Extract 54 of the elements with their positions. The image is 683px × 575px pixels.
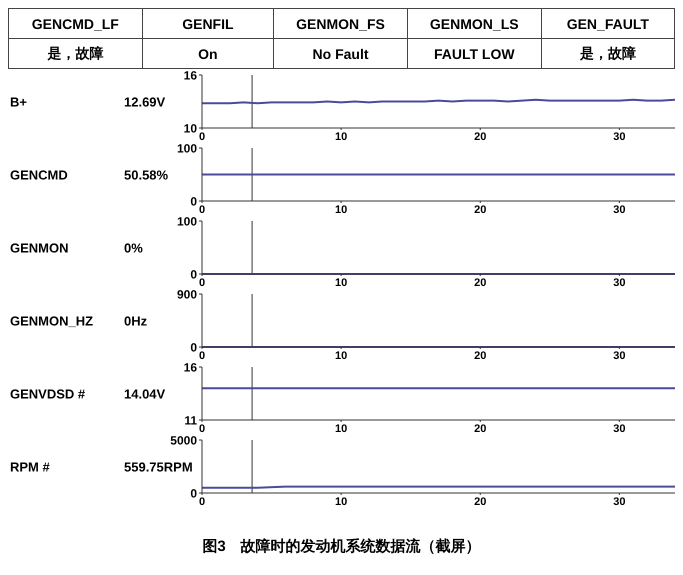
x-tick-label: 20 — [474, 496, 486, 508]
x-tick-label: 0 — [198, 276, 206, 289]
y-axis-title: GENCMD — [10, 168, 68, 182]
x-tick-label: 30 — [613, 130, 626, 143]
y-tick-label: 100 — [176, 214, 198, 228]
x-tick-label: 10 — [334, 496, 348, 508]
x-tick-label: 30 — [613, 496, 626, 508]
text: 12.69V — [124, 94, 166, 110]
x-tick-label: 10 — [334, 422, 348, 435]
x-tick-label: 0 — [198, 422, 206, 435]
x-tick-label: 20 — [474, 130, 486, 143]
text: GENFIL — [142, 8, 274, 38]
y-axis-title: GENMON_HZ — [10, 314, 94, 328]
y-axis-title: GENMON — [10, 240, 68, 256]
y-tick-label: 900 — [176, 287, 198, 302]
text: 14.04V — [124, 386, 166, 402]
x-tick-label: 0 — [198, 130, 206, 143]
x-tick-label: 20 — [474, 276, 486, 289]
text: 50.58% — [124, 168, 169, 182]
x-tick-label: 20 — [474, 422, 486, 435]
text: GENMON_FS — [274, 8, 408, 38]
x-tick-label: 10 — [334, 130, 348, 143]
y-axis-title: RPM # — [10, 460, 50, 474]
text: 559.75RPM — [124, 460, 193, 474]
y-tick-label: 100 — [176, 141, 198, 156]
x-tick-label: 30 — [613, 350, 626, 362]
y-tick-label: 11 — [184, 413, 198, 428]
text: GENMON_LS — [407, 8, 542, 38]
text: On — [142, 38, 274, 68]
text: No Fault — [274, 38, 408, 68]
x-tick-label: 0 — [198, 496, 206, 508]
x-tick-label: 10 — [334, 350, 348, 362]
text: 0% — [124, 240, 144, 256]
x-tick-label: 10 — [334, 204, 348, 216]
y-tick-label: 16 — [184, 68, 198, 82]
text: 是，故障 — [541, 38, 674, 68]
x-tick-label: 0 — [198, 350, 206, 362]
text: 0Hz — [124, 314, 148, 328]
x-tick-label: 30 — [613, 276, 626, 289]
y-tick-label: 5000 — [170, 433, 198, 448]
y-axis-title: GENVDSD # — [10, 386, 86, 402]
x-tick-label: 30 — [613, 422, 626, 435]
x-tick-label: 30 — [613, 204, 626, 216]
y-tick-label: 16 — [184, 360, 198, 374]
text: GEN_FAULT — [541, 8, 674, 38]
y-axis-title: B+ — [10, 94, 28, 110]
x-tick-label: 0 — [198, 204, 206, 216]
x-tick-label: 10 — [334, 276, 348, 289]
text: 是，故障 — [8, 38, 142, 68]
text: GENCMD_LF — [8, 8, 142, 38]
x-tick-label: 20 — [474, 204, 486, 216]
x-tick-label: 20 — [474, 350, 486, 362]
caption: 图3 故障时的发动机系统数据流（截屏） — [201, 537, 482, 556]
text: FAULT LOW — [407, 38, 542, 68]
